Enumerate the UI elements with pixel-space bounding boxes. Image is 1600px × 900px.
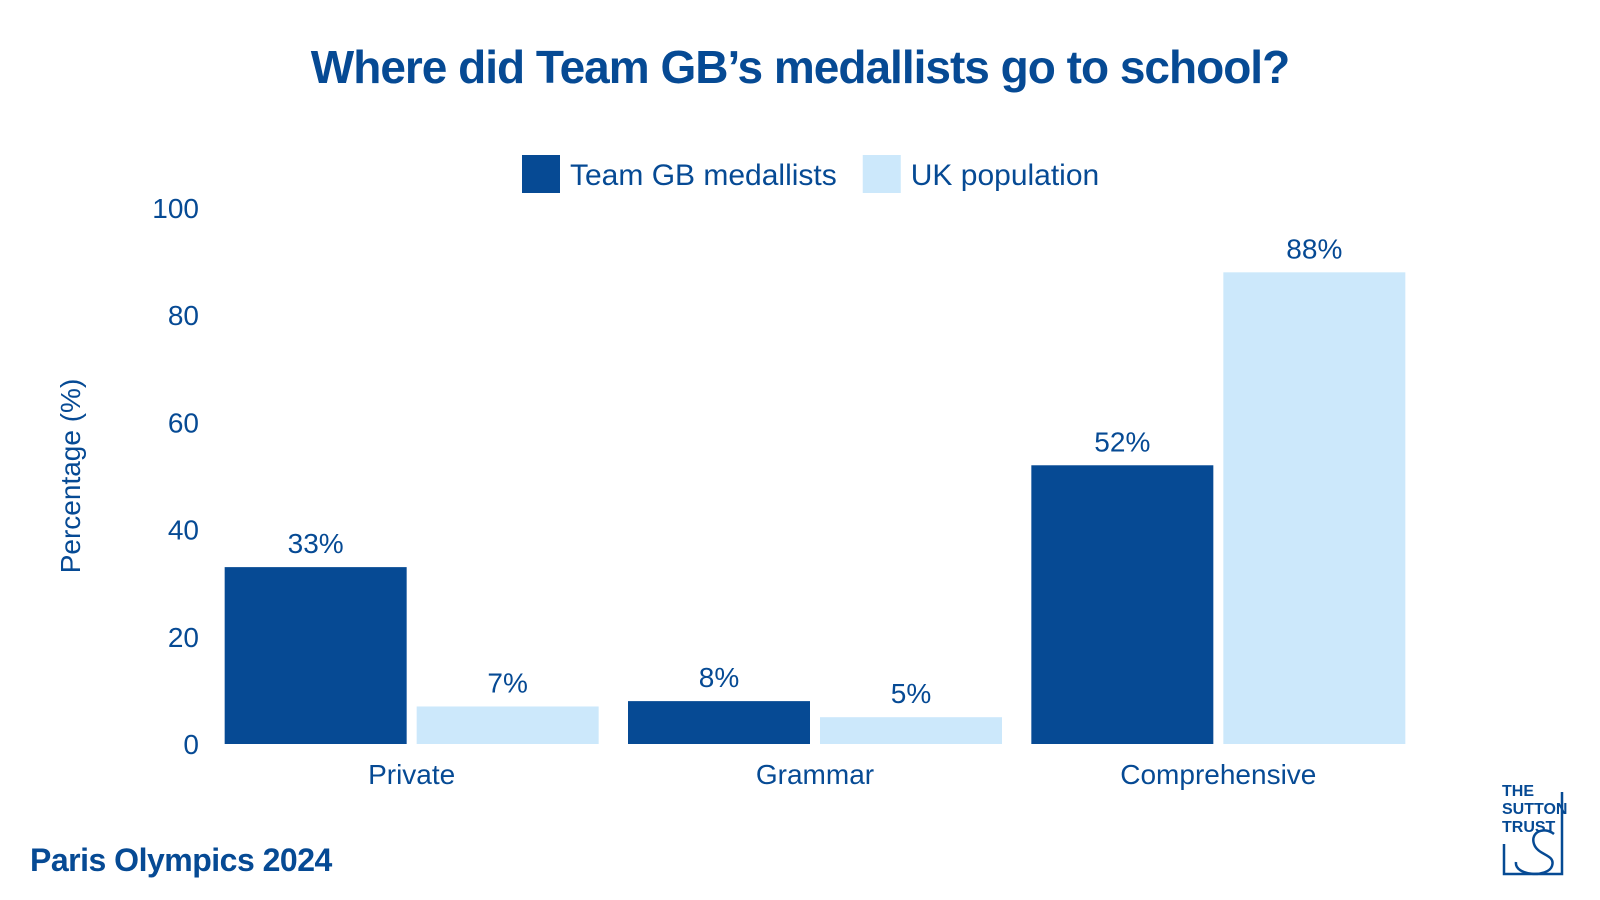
y-axis-label: Percentage (%) xyxy=(55,379,86,574)
legend-label-team-gb: Team GB medallists xyxy=(570,159,837,192)
data-label: 52% xyxy=(1094,426,1150,457)
x-tick-label: Private xyxy=(368,759,455,790)
legend-swatch-uk-population xyxy=(862,155,901,193)
y-tick-label: 0 xyxy=(183,729,199,760)
y-tick-label: 40 xyxy=(168,515,199,546)
bar-private-uk-population xyxy=(416,706,599,744)
y-tick-label: 60 xyxy=(168,407,199,438)
logo-line-1: THE xyxy=(1502,783,1534,800)
data-label: 7% xyxy=(487,667,527,698)
chart-title: Where did Team GB’s medallists go to sch… xyxy=(310,41,1290,93)
footer-caption: Paris Olympics 2024 xyxy=(30,842,332,878)
bar-comprehensive-uk-population xyxy=(1223,272,1406,744)
data-label: 88% xyxy=(1286,233,1342,264)
sutton-trust-logo: THE SUTTON TRUST xyxy=(1502,783,1567,876)
legend-label-uk-population: UK population xyxy=(911,159,1099,192)
bar-grammar-team-gb xyxy=(628,701,810,744)
x-tick-label: Grammar xyxy=(756,759,874,790)
data-label: 5% xyxy=(891,678,931,709)
bar-private-team-gb xyxy=(224,567,407,744)
bar-grammar-uk-population xyxy=(820,717,1002,744)
y-tick-label: 80 xyxy=(168,300,199,331)
logo-line-2: SUTTON xyxy=(1502,801,1567,818)
data-label: 8% xyxy=(699,662,739,693)
x-tick-label: Comprehensive xyxy=(1120,759,1316,790)
legend-swatch-team-gb xyxy=(522,155,560,193)
data-label: 33% xyxy=(288,528,344,559)
logo-line-3: TRUST xyxy=(1502,819,1556,836)
y-tick-label: 20 xyxy=(168,622,199,653)
y-tick-label: 100 xyxy=(152,193,199,224)
bar-comprehensive-team-gb xyxy=(1031,465,1214,744)
